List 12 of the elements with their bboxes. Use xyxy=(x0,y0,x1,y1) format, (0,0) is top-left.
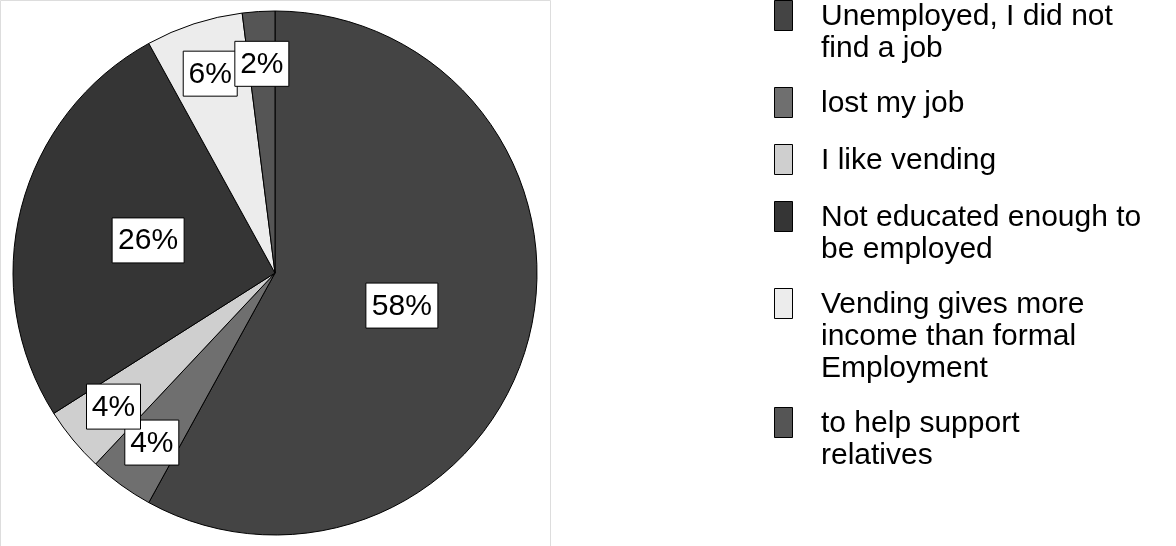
data-label: 2% xyxy=(240,45,284,79)
data-label: 6% xyxy=(188,55,232,89)
legend-label: Unemployed, I did not find a job xyxy=(821,0,1114,63)
legend-label: Not educated enough to be employed xyxy=(821,198,1142,264)
legend-label: to help support relatives xyxy=(821,404,1021,470)
data-label: 4% xyxy=(130,424,174,458)
data-label: 26% xyxy=(118,222,179,256)
legend-label: I like vending xyxy=(821,141,997,175)
data-label: 58% xyxy=(371,287,432,321)
data-label: 4% xyxy=(91,388,136,422)
legend-label: Vending gives more income than formal Employment xyxy=(821,285,1085,383)
legend-label: lost my job xyxy=(821,84,965,118)
